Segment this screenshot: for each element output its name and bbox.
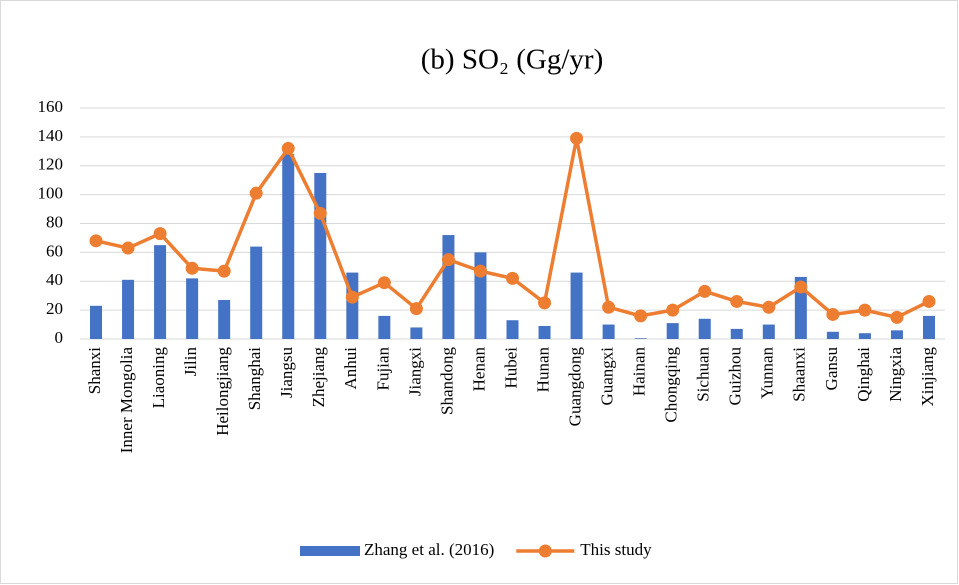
x-tick-label: Shandong [437,347,456,416]
x-tick-label: Jiangxi [405,347,424,396]
line-marker [794,280,808,294]
x-tick-label: Fujian [373,347,392,391]
bar [890,330,903,339]
bar [602,324,615,339]
bar [122,279,135,339]
bar [410,327,423,339]
line-marker [506,271,519,285]
line-marker [153,227,167,241]
bar [506,320,519,339]
x-tick-label: Sichuan [694,347,713,402]
line-marker [185,261,199,275]
x-tick-label: Qinghai [854,347,873,402]
x-tick-label: Jilin [181,347,200,377]
y-tick-label: 40 [46,270,63,289]
line-marker [634,309,648,323]
x-tick-label: Henan [469,347,488,392]
line-marker [121,241,135,255]
line-marker [762,300,776,314]
x-tick-label: Xinjiang [918,347,937,407]
bar [154,245,167,339]
bar [186,278,199,339]
bar [634,338,647,339]
bar [90,305,103,339]
bar [762,324,775,339]
y-tick-label: 120 [38,155,64,174]
bar [218,300,231,339]
legend-swatch-marker [538,544,552,558]
bar [442,235,455,339]
x-tick-label: Heilongjiang [213,347,232,436]
legend-label: This study [580,540,652,559]
x-tick-label: Inner Mongolia [117,347,136,454]
x-tick-label: Ningxia [886,347,905,402]
x-tick-label: Yunnan [758,347,777,399]
y-tick-label: 80 [46,212,63,231]
y-tick-label: 160 [38,97,64,116]
x-tick-label: Hainan [630,347,649,397]
line-marker [858,303,872,317]
line-marker [441,253,455,267]
bar [922,315,935,339]
bar [314,172,327,339]
line-marker [345,290,359,304]
y-tick-label: 140 [38,126,64,145]
line-marker [602,300,616,314]
line-marker [409,302,423,316]
line-marker [249,186,263,200]
x-tick-label: Hubei [501,347,520,389]
x-tick-label: Chongqing [662,347,681,423]
x-tick-label: Zhejiang [309,347,328,408]
line-marker [890,310,904,324]
line-marker [313,206,327,220]
bar [282,154,295,339]
bar [666,323,679,339]
line-marker [570,131,584,145]
bar [698,318,711,339]
chart-title: (b) SO₂ (Gg/yr) [421,44,603,76]
x-tick-label: Jiangsu [277,347,296,399]
x-tick-label: Shanghai [245,347,264,411]
x-tick-label: Liaoning [149,347,168,409]
line-marker [666,303,680,317]
x-tick-label: Guangxi [598,347,617,406]
x-tick-label: Guizhou [726,347,745,406]
y-tick-label: 0 [55,328,64,347]
line-marker [89,234,103,248]
y-tick-label: 60 [46,241,63,260]
bar [858,333,871,339]
y-tick-label: 100 [38,184,64,203]
line-marker [730,294,744,308]
x-tick-label: Guangdong [565,347,584,427]
x-tick-label: Anhui [341,347,360,390]
bar [730,328,743,339]
x-tick-label: Gansu [822,347,841,391]
legend-swatch [300,546,360,556]
bar [826,331,839,339]
bar [250,246,263,339]
x-tick-label: Shaanxi [790,347,809,402]
line-marker [281,141,295,155]
x-tick-label: Shanxi [85,347,104,395]
bar [378,315,391,339]
x-tick-label: Hunan [533,347,552,393]
bar [570,272,583,339]
line-marker [217,264,231,278]
y-tick-label: 20 [46,299,63,318]
bar [538,326,551,339]
line-marker [698,284,712,298]
line-marker [377,276,391,290]
line-marker [538,296,552,310]
line-marker [473,264,487,278]
line-marker [826,307,840,321]
line-marker [922,294,936,308]
legend-label: Zhang et al. (2016) [364,540,494,559]
